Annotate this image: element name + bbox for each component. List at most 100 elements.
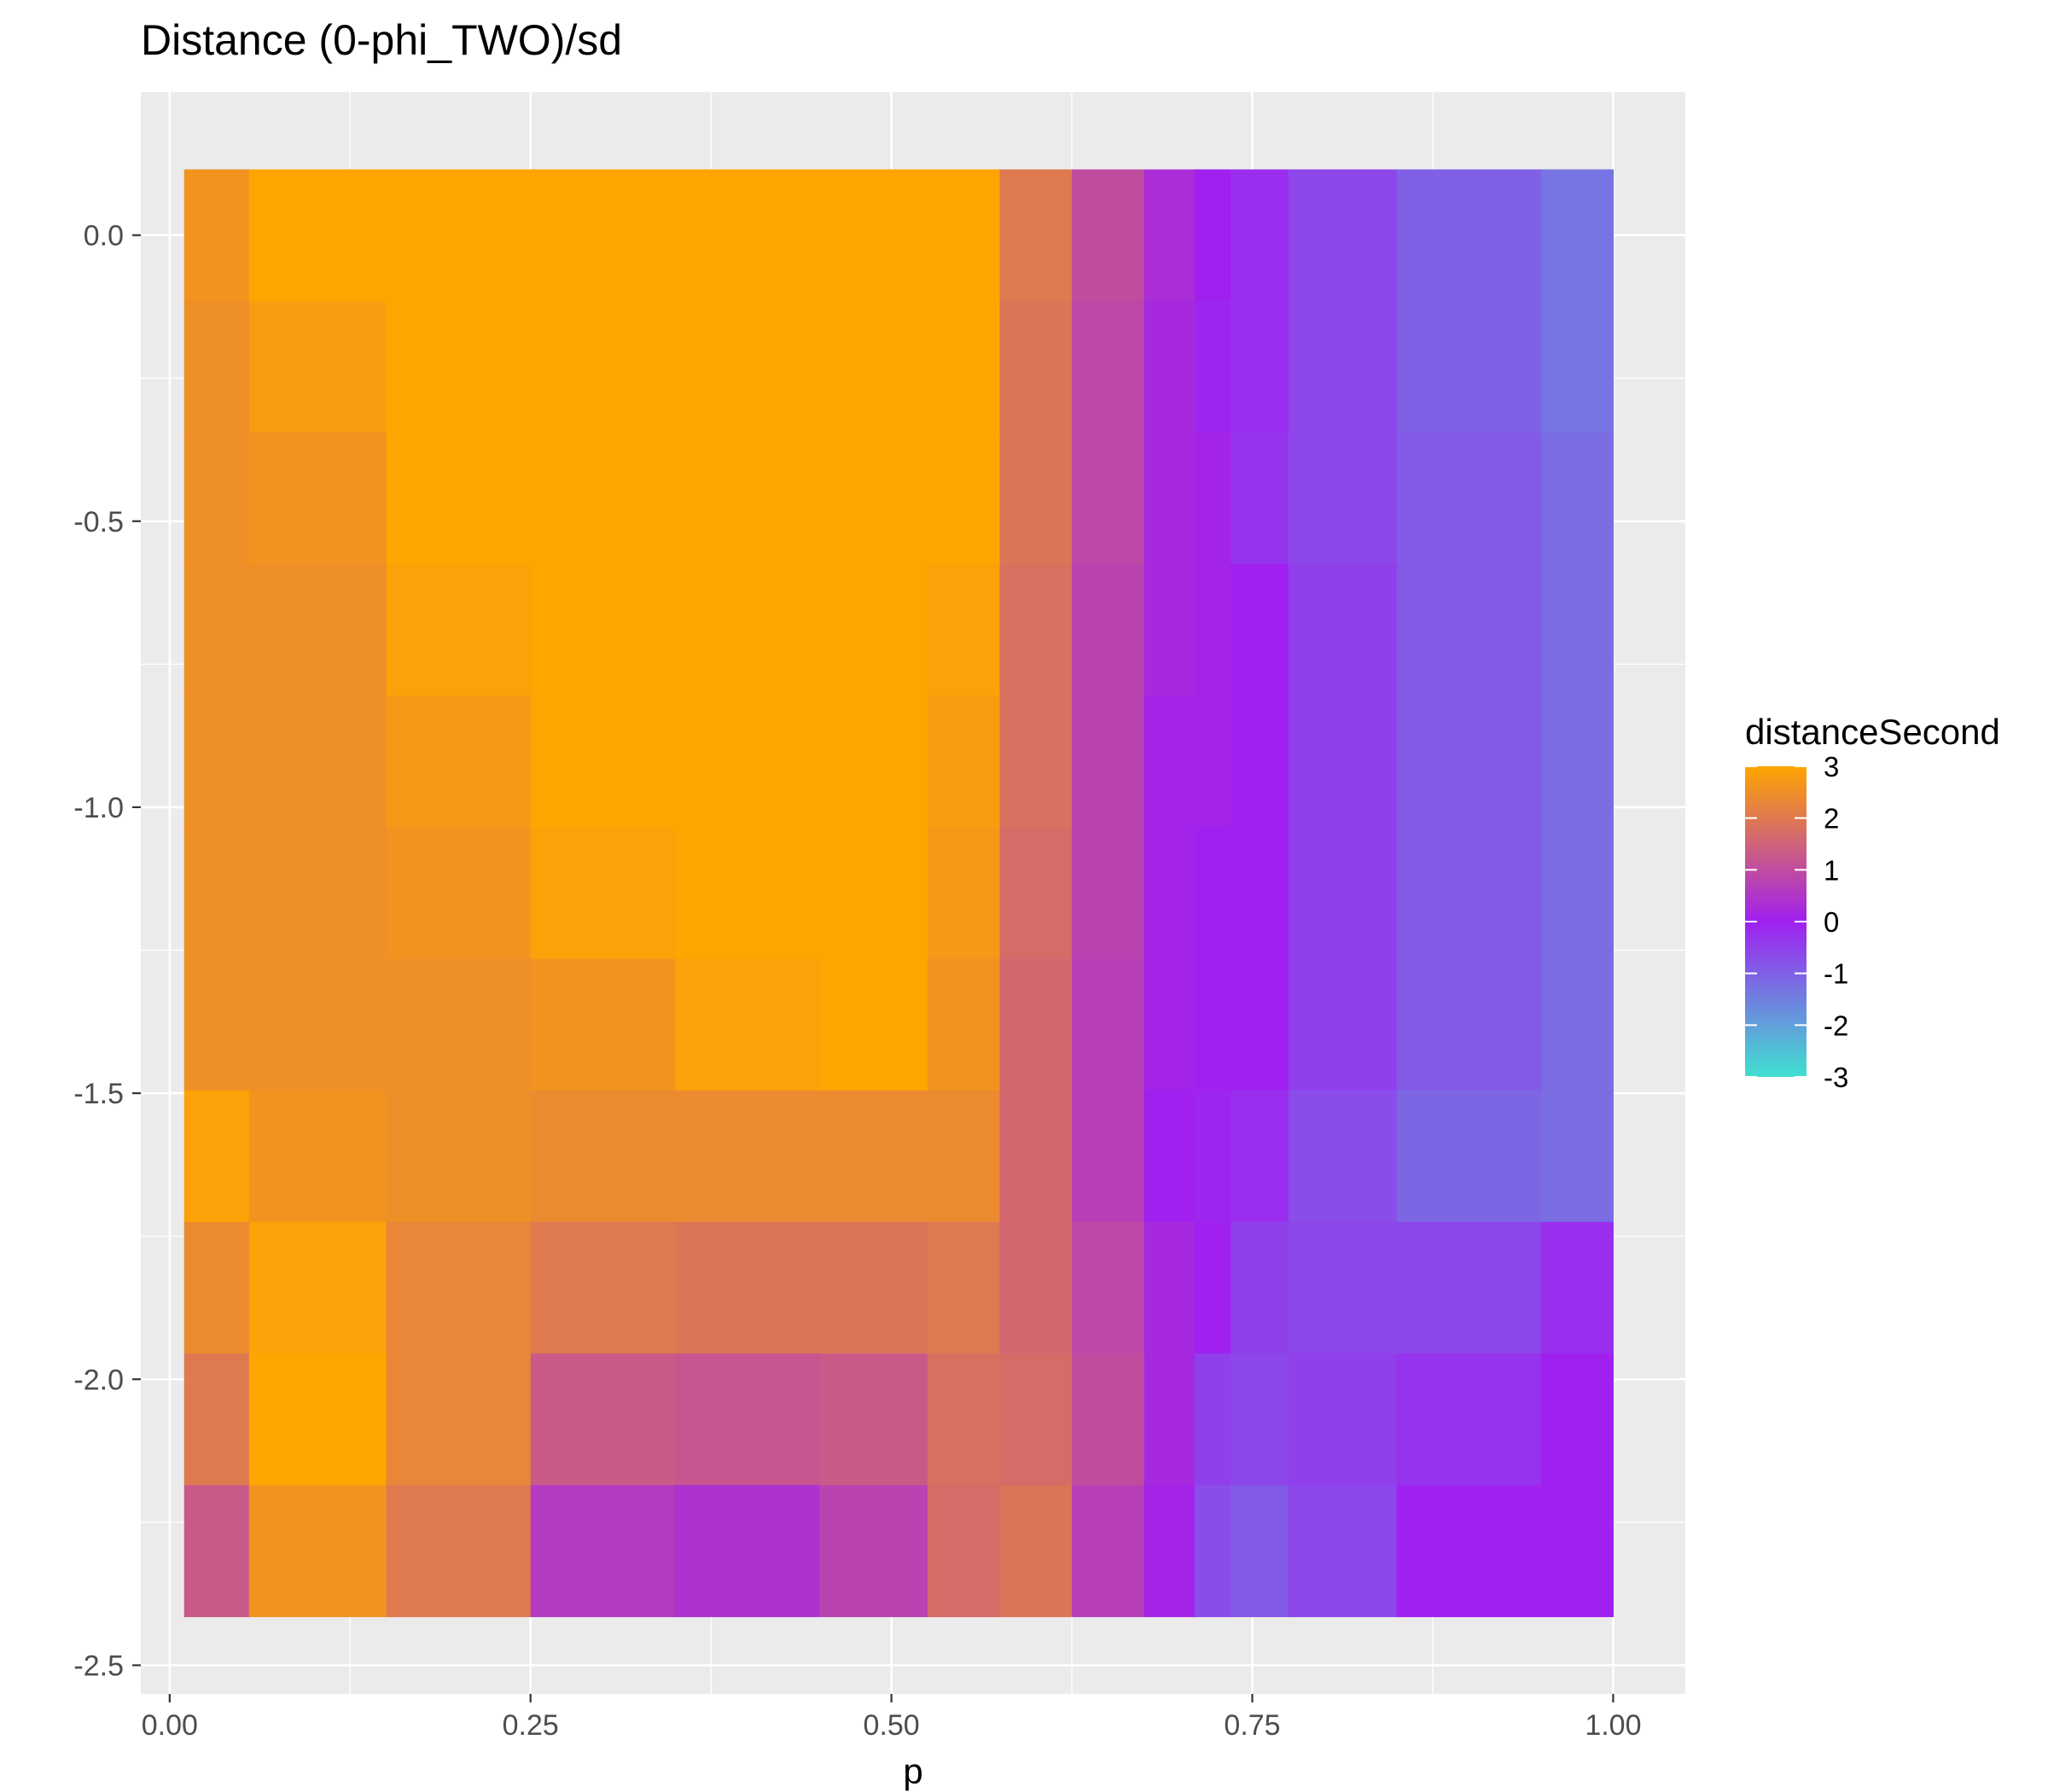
heatmap-tile [1072,1485,1145,1618]
heatmap-tile [1143,1221,1196,1354]
heatmap-tile [1194,564,1231,696]
heatmap-tile [248,300,387,433]
heatmap-tile [183,1221,250,1354]
heatmap-tile [1194,432,1231,565]
heatmap-tile [999,1090,1073,1223]
heatmap-tile [1288,169,1398,302]
heatmap-tile [1231,827,1289,960]
legend-tick-label: -1 [1824,958,1848,990]
heatmap-tile [927,1221,1001,1354]
heatmap-tile [1288,1353,1398,1486]
heatmap-tile [183,564,250,696]
heatmap-tile [819,695,928,829]
x-tick-label: 1.00 [1585,1709,1641,1742]
heatmap-tile [1231,1485,1289,1618]
heatmap-tile [1540,958,1615,1091]
heatmap-tile [386,958,532,1091]
heatmap-tile [1396,1221,1542,1354]
heatmap-tile [183,169,250,302]
heatmap-tiles [183,169,1615,1618]
heatmap-tile [1194,695,1231,829]
legend-title: distanceSecond [1745,712,2000,752]
heatmap-tile [1143,1090,1196,1223]
heatmap-tile [999,1221,1073,1354]
heatmap-tile [999,695,1073,829]
heatmap-tile [927,1485,1001,1618]
heatmap-tile [1143,958,1196,1091]
heatmap-tile [183,1090,250,1223]
heatmap-tile [999,169,1073,302]
heatmap-tile [999,564,1073,696]
y-tick-label: -2.0 [73,1364,124,1396]
heatmap-tile [927,432,1001,565]
heatmap-tile [927,827,1001,960]
legend-tick-label: 2 [1824,803,1839,835]
heatmap-tile [1194,1221,1231,1354]
heatmap-tile [999,958,1073,1091]
heatmap-tile [927,1353,1001,1486]
heatmap-tile [248,1353,387,1486]
heatmap-tile [819,564,928,696]
heatmap-tile [1231,169,1289,302]
x-tick-label: 0.25 [503,1709,559,1742]
heatmap-tile [1072,564,1145,696]
y-axis: 0.0 -0.5 -1.0 -1.5 -2.0 -2.5 [73,220,141,1682]
heatmap-tile [1540,432,1615,565]
y-tick-label: -2.5 [73,1649,124,1682]
heatmap-tile [1231,695,1289,829]
heatmap-tile [819,432,928,565]
heatmap-tile [1143,695,1196,829]
heatmap-tile [248,958,387,1091]
heatmap-tile [1194,1485,1231,1618]
x-tick-label: 0.00 [142,1709,198,1742]
heatmap-tile [1288,958,1398,1091]
heatmap-tile [674,564,820,696]
heatmap-tile [248,695,387,829]
heatmap-tile [1396,695,1542,829]
heatmap-tile [248,1090,387,1223]
heatmap-tile [1540,827,1615,960]
heatmap-tile [927,958,1001,1091]
heatmap-tile [1540,1353,1615,1486]
heatmap-tile [1143,1353,1196,1486]
heatmap-tile [999,1353,1073,1486]
heatmap-tile [530,564,676,696]
legend-tick-label: 0 [1824,906,1839,938]
heatmap-tile [530,1090,676,1223]
heatmap-tile [819,1090,928,1223]
heatmap-tile [1288,695,1398,829]
heatmap-tile [927,1090,1001,1223]
heatmap-tile [1540,300,1615,433]
heatmap-tile [1396,1353,1542,1486]
y-tick-label: -1.5 [73,1078,124,1110]
heatmap-tile [1072,432,1145,565]
heatmap-tile [927,169,1001,302]
heatmap-tile [1194,1353,1231,1486]
heatmap-tile [1143,564,1196,696]
x-tick-label: 0.75 [1224,1709,1280,1742]
heatmap-tile [248,827,387,960]
heatmap-tile [1288,1485,1398,1618]
heatmap-tile [1072,695,1145,829]
heatmap-tile [1396,432,1542,565]
heatmap-tile [183,300,250,433]
heatmap-tile [1231,1090,1289,1223]
heatmap-tile [248,1485,387,1618]
legend-tick-label: -3 [1824,1062,1848,1093]
heatmap-tile [674,1221,820,1354]
heatmap-tile [1231,958,1289,1091]
heatmap-tile [530,958,676,1091]
heatmap-tile [674,827,820,960]
heatmap-tile [386,1221,532,1354]
heatmap-tile [386,695,532,829]
heatmap-tile [1540,564,1615,696]
heatmap-tile [1396,169,1542,302]
heatmap-tile [386,1090,532,1223]
heatmap-tile [248,432,387,565]
heatmap-tile [1396,300,1542,433]
heatmap-tile [1540,169,1615,302]
heatmap-tile [530,300,676,433]
heatmap-tile [819,1353,928,1486]
heatmap-tile [1072,958,1145,1091]
